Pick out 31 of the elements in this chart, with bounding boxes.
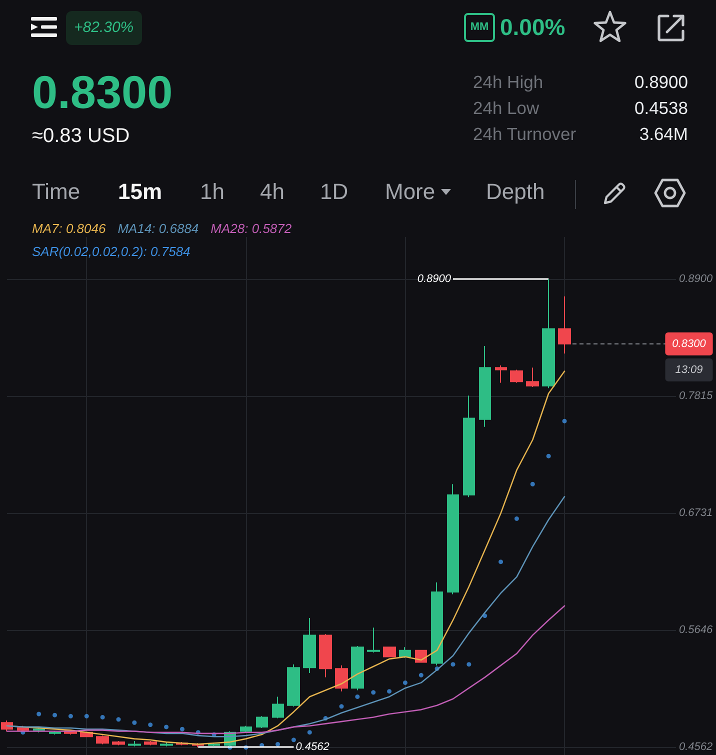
- chart-title: 0.8300: [32, 66, 173, 119]
- y-tick-label: 0.4562: [679, 741, 713, 754]
- text: Time: [32, 179, 80, 204]
- text: 13:09: [675, 364, 703, 376]
- text: 3.64M: [639, 124, 688, 144]
- text: 1h: [200, 179, 224, 204]
- text: 24h Low: [473, 98, 540, 118]
- text: MA14: 0.6884: [118, 221, 199, 237]
- y-tick-label: 0.5646: [679, 624, 714, 636]
- text: 0.8900: [634, 72, 688, 92]
- text: SAR(0.02,0.02,0.2): 0.7584: [32, 244, 190, 260]
- text: +82.30%: [66, 11, 142, 45]
- text: 24h Turnover: [473, 124, 576, 144]
- text: MA28: 0.5872: [210, 221, 292, 237]
- text: More: [385, 179, 436, 204]
- y-tick-label: 0.7815: [679, 390, 714, 402]
- chart-subtitle: ≈0.83 USD: [32, 125, 130, 148]
- text: MM: [464, 13, 495, 42]
- y-tick-label: 0.6731: [679, 507, 713, 520]
- ref-line-label: 0.8300: [672, 338, 707, 350]
- annotation: 0.4562: [296, 741, 330, 754]
- text: 0.4538: [634, 98, 688, 118]
- text: MA7: 0.8046: [32, 221, 106, 237]
- text: 4h: [260, 179, 284, 204]
- text: 24h High: [473, 72, 544, 92]
- text: Depth: [486, 179, 545, 204]
- text: 0.00%: [500, 14, 566, 40]
- text: 15m: [118, 179, 162, 204]
- text: 1D: [320, 179, 348, 204]
- y-tick-label: 0.8900: [679, 273, 714, 286]
- annotation: 0.8900: [417, 273, 452, 286]
